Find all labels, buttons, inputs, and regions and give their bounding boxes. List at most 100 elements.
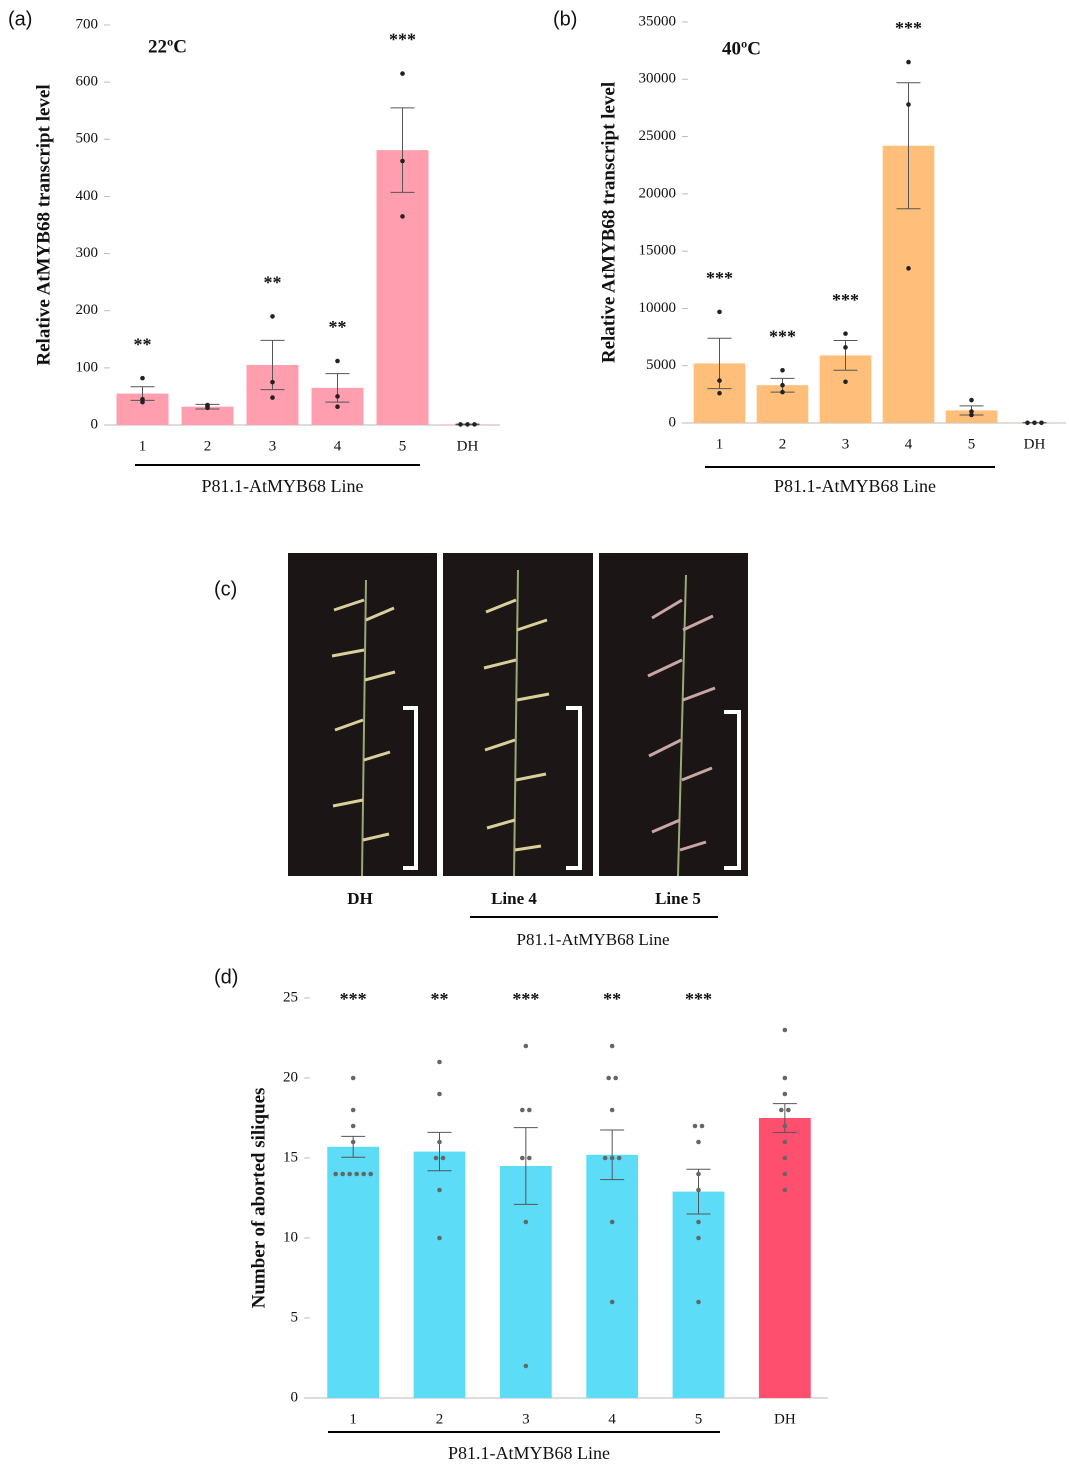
y-tick-label: 300 xyxy=(76,245,99,261)
data-point xyxy=(400,71,405,76)
data-point xyxy=(696,1172,701,1177)
data-point xyxy=(780,368,785,373)
significance: ** xyxy=(603,989,621,1009)
data-point xyxy=(783,1092,788,1097)
photo-label: DH xyxy=(347,889,373,908)
data-point xyxy=(783,1140,788,1145)
data-point xyxy=(969,413,974,418)
x-tick-label: DH xyxy=(457,438,479,454)
y-tick-label: 25000 xyxy=(639,128,677,144)
data-point xyxy=(783,1076,788,1081)
data-point xyxy=(351,1124,356,1129)
data-point xyxy=(603,1156,608,1161)
y-tick-label: 100 xyxy=(76,359,99,375)
data-point xyxy=(340,1172,345,1177)
significance: *** xyxy=(895,18,922,38)
data-point xyxy=(205,406,210,411)
data-point xyxy=(610,1300,615,1305)
data-point xyxy=(780,390,785,395)
x-tick-label: 4 xyxy=(334,438,342,454)
significance: *** xyxy=(769,326,796,346)
data-point xyxy=(693,1124,698,1129)
significance: *** xyxy=(706,268,733,288)
data-point xyxy=(524,1220,529,1225)
y-tick-label: 15000 xyxy=(639,243,677,259)
data-point xyxy=(437,1188,442,1193)
data-point xyxy=(717,310,722,315)
x-tick-label: 2 xyxy=(204,438,212,454)
data-point xyxy=(270,380,275,385)
data-point xyxy=(906,60,911,65)
data-point xyxy=(140,376,145,381)
data-point xyxy=(520,1108,525,1113)
y-tick-label: 700 xyxy=(76,16,99,32)
data-point xyxy=(441,1156,446,1161)
data-point xyxy=(843,345,848,350)
data-point xyxy=(270,314,275,319)
significance: ** xyxy=(264,273,282,293)
data-point xyxy=(354,1172,359,1177)
data-point xyxy=(1039,420,1044,425)
data-point xyxy=(1032,420,1037,425)
y-tick-label: 5 xyxy=(291,1309,299,1325)
data-point xyxy=(783,1172,788,1177)
data-point xyxy=(437,1092,442,1097)
significance: ** xyxy=(431,989,449,1009)
x-axis-label: P81.1-AtMYB68 Line xyxy=(448,1443,610,1463)
y-tick-label: 5000 xyxy=(646,357,676,373)
data-point xyxy=(696,1188,701,1193)
data-point xyxy=(843,379,848,384)
data-point xyxy=(465,422,470,427)
data-point xyxy=(400,159,405,164)
data-point xyxy=(783,1028,788,1033)
panel-letter: (d) xyxy=(214,966,238,988)
data-point xyxy=(969,398,974,403)
x-tick-label: 5 xyxy=(399,438,407,454)
significance: *** xyxy=(389,30,416,50)
y-tick-label: 10000 xyxy=(639,300,677,316)
data-point xyxy=(351,1140,356,1145)
data-point xyxy=(520,1156,525,1161)
data-point xyxy=(610,1108,615,1113)
bar xyxy=(586,1155,638,1398)
chart-title: 40ºC xyxy=(722,38,761,59)
x-tick-label: 1 xyxy=(139,438,147,454)
y-tick-label: 200 xyxy=(76,302,99,318)
x-tick-label: 5 xyxy=(695,1411,703,1427)
data-point xyxy=(779,1108,784,1113)
data-point xyxy=(335,404,340,409)
data-point xyxy=(333,1172,338,1177)
y-tick-label: 0 xyxy=(669,414,677,430)
y-tick-label: 0 xyxy=(91,416,99,432)
x-tick-label: 1 xyxy=(349,1411,357,1427)
x-axis-label: P81.1-AtMYB68 Line xyxy=(517,930,670,949)
significance: *** xyxy=(832,290,859,310)
data-point xyxy=(368,1172,373,1177)
x-tick-label: 2 xyxy=(436,1411,444,1427)
y-tick-label: 10 xyxy=(283,1229,298,1245)
photo-label: Line 5 xyxy=(655,889,701,908)
data-point xyxy=(617,1156,622,1161)
y-tick-label: 400 xyxy=(76,188,99,204)
x-tick-label: 1 xyxy=(716,436,724,452)
y-axis-label: Number of aborted siliques xyxy=(248,1088,269,1309)
data-point xyxy=(696,1236,701,1241)
figure: (a) (b) (c) (d) DH Line 4 Line 5 P81.1-A… xyxy=(0,0,1069,1466)
x-tick-label: 3 xyxy=(842,436,850,452)
data-point xyxy=(783,1156,788,1161)
bar xyxy=(327,1147,379,1398)
data-point xyxy=(783,1124,788,1129)
data-point xyxy=(347,1172,352,1177)
data-point xyxy=(351,1108,356,1113)
data-point xyxy=(606,1076,611,1081)
data-point xyxy=(527,1156,532,1161)
x-tick-label: 4 xyxy=(905,436,913,452)
data-point xyxy=(717,378,722,383)
significance: *** xyxy=(340,989,367,1009)
data-point xyxy=(335,359,340,364)
panel-letter: (c) xyxy=(214,578,237,600)
data-point xyxy=(613,1076,618,1081)
data-point xyxy=(610,1044,615,1049)
x-tick-label: DH xyxy=(774,1411,796,1427)
data-point xyxy=(400,214,405,219)
